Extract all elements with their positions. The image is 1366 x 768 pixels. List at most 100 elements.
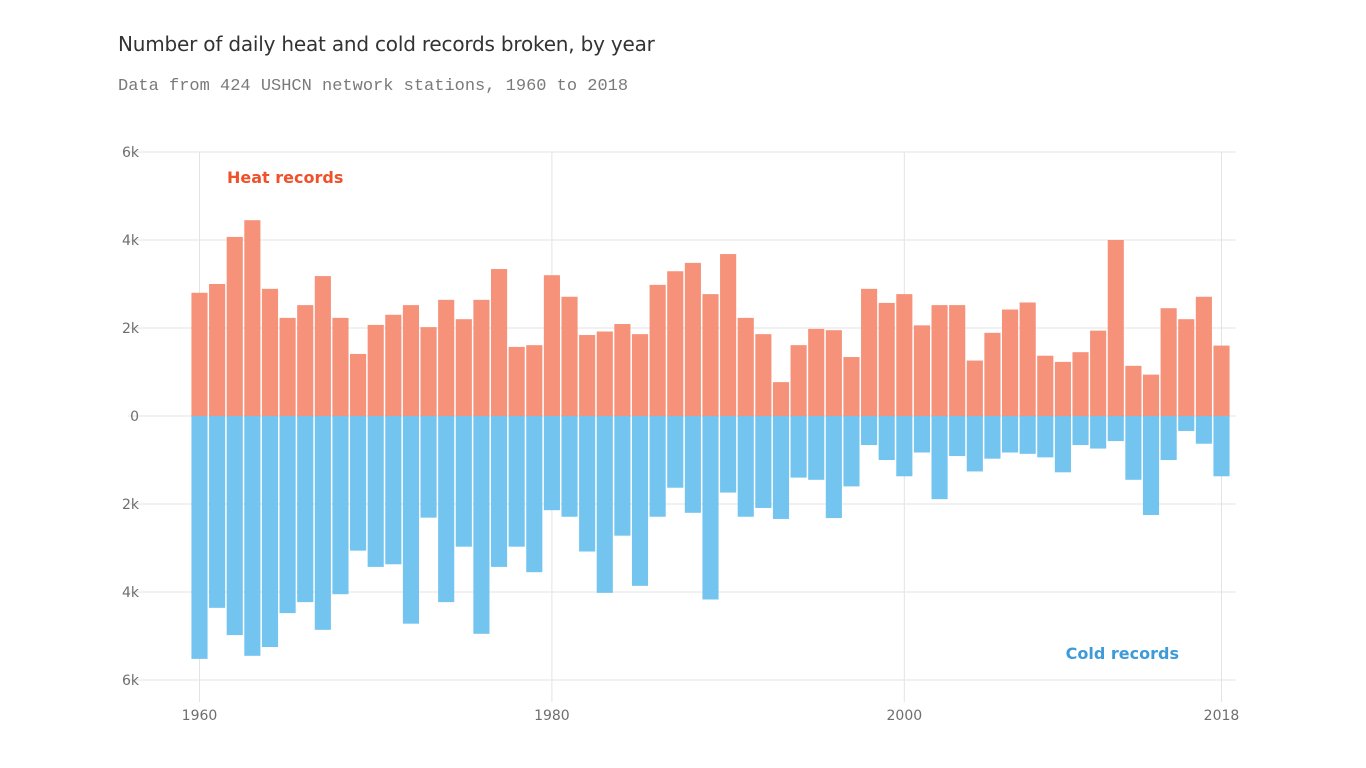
- heat-bar: [1054, 361, 1071, 416]
- cold-bar: [772, 416, 790, 519]
- y-tick-label: 0: [130, 409, 139, 425]
- cold-bar: [332, 416, 349, 595]
- bars: [191, 220, 1230, 659]
- y-tick-label: 2k: [122, 497, 140, 513]
- heat-bar: [1125, 365, 1142, 416]
- heat-bar: [244, 220, 261, 416]
- cold-bar: [226, 416, 243, 636]
- cold-bar: [702, 416, 719, 600]
- chart-subtitle: Data from 424 USHCN network stations, 19…: [118, 77, 629, 96]
- cold-bar: [490, 416, 508, 567]
- cold-bar: [1001, 416, 1019, 453]
- heat-bar: [1178, 319, 1195, 416]
- heat-records-label: Heat records: [227, 168, 343, 187]
- cold-bar: [1213, 416, 1230, 477]
- y-tick-label: 2k: [122, 321, 140, 337]
- cold-bar: [931, 416, 948, 500]
- axes: 6k 4k 2k 0 2k 4k 6k 1960 1980 2000 2018: [122, 145, 1239, 724]
- cold-bar: [543, 416, 560, 511]
- heat-bar: [561, 296, 578, 416]
- heat-bar: [984, 332, 1001, 416]
- cold-bar: [508, 416, 525, 547]
- cold-bar: [1090, 416, 1107, 449]
- cold-bar: [684, 416, 701, 513]
- cold-bar: [526, 416, 543, 573]
- heat-bar: [966, 360, 983, 416]
- cold-bar: [314, 416, 331, 630]
- heat-bar: [1160, 308, 1177, 416]
- cold-bar: [420, 416, 437, 518]
- heat-bar: [350, 353, 367, 416]
- heat-bar: [737, 317, 754, 416]
- cold-bar: [402, 416, 420, 624]
- heat-bar: [1090, 330, 1107, 416]
- heat-bar: [438, 299, 455, 416]
- heat-bar: [297, 305, 314, 416]
- cold-bar: [808, 416, 825, 480]
- heat-bar: [1142, 374, 1160, 416]
- heat-bar: [1001, 309, 1019, 416]
- cold-bar: [1019, 416, 1036, 454]
- heat-bar: [790, 345, 807, 416]
- heat-bar: [473, 299, 490, 416]
- heat-bar: [543, 275, 560, 416]
- cold-bar: [473, 416, 490, 634]
- y-tick-label: 4k: [122, 233, 140, 249]
- heat-bar: [861, 288, 878, 416]
- cold-bar: [1054, 416, 1071, 473]
- cold-bar: [191, 416, 208, 659]
- cold-records-label: Cold records: [1066, 644, 1179, 663]
- cold-bar: [279, 416, 296, 614]
- y-tick-label: 6k: [122, 673, 140, 689]
- cold-bar: [649, 416, 666, 517]
- heat-bar: [843, 357, 860, 416]
- cold-bar: [579, 416, 596, 552]
- heat-bar: [931, 305, 948, 416]
- heat-bar: [490, 269, 508, 416]
- heat-bar: [667, 271, 684, 416]
- cold-bar: [1125, 416, 1142, 480]
- heat-bar: [314, 276, 331, 416]
- heat-bar: [808, 328, 825, 416]
- cold-bar: [755, 416, 772, 508]
- y-tick-label: 6k: [122, 145, 140, 161]
- heat-bar: [526, 345, 543, 416]
- heat-bar: [209, 284, 226, 416]
- cold-bar: [367, 416, 384, 567]
- heat-bar: [878, 302, 895, 416]
- heat-bar: [385, 314, 402, 416]
- y-tick-label: 4k: [122, 585, 140, 601]
- heat-bar: [1072, 352, 1089, 416]
- cold-bar: [896, 416, 913, 477]
- cold-bar: [1107, 416, 1124, 442]
- heat-bar: [420, 327, 437, 416]
- cold-bar: [790, 416, 807, 478]
- heat-bar: [508, 346, 525, 416]
- x-tick-label: 1960: [182, 708, 218, 724]
- heat-bar: [455, 319, 472, 416]
- heat-bar: [684, 262, 701, 416]
- cold-bar: [350, 416, 367, 551]
- x-tick-label: 2018: [1204, 708, 1240, 724]
- cold-bar: [843, 416, 860, 487]
- heat-bar: [913, 325, 931, 416]
- heat-bar: [825, 330, 842, 416]
- heat-bar: [1107, 240, 1124, 416]
- heat-bar: [261, 288, 279, 416]
- cold-bar: [720, 416, 737, 493]
- heat-bar: [579, 335, 596, 416]
- cold-bar: [244, 416, 261, 656]
- heat-bar: [402, 305, 420, 416]
- heat-bar: [226, 236, 243, 416]
- cold-bar: [878, 416, 895, 460]
- cold-bar: [561, 416, 578, 517]
- heat-bar: [279, 317, 296, 416]
- heat-bar: [332, 317, 349, 416]
- chart-title: Number of daily heat and cold records br…: [118, 32, 655, 56]
- x-tick-label: 1980: [534, 708, 570, 724]
- cold-bar: [1037, 416, 1054, 458]
- cold-bar: [1178, 416, 1195, 431]
- heat-bar: [772, 382, 790, 416]
- cold-bar: [861, 416, 878, 446]
